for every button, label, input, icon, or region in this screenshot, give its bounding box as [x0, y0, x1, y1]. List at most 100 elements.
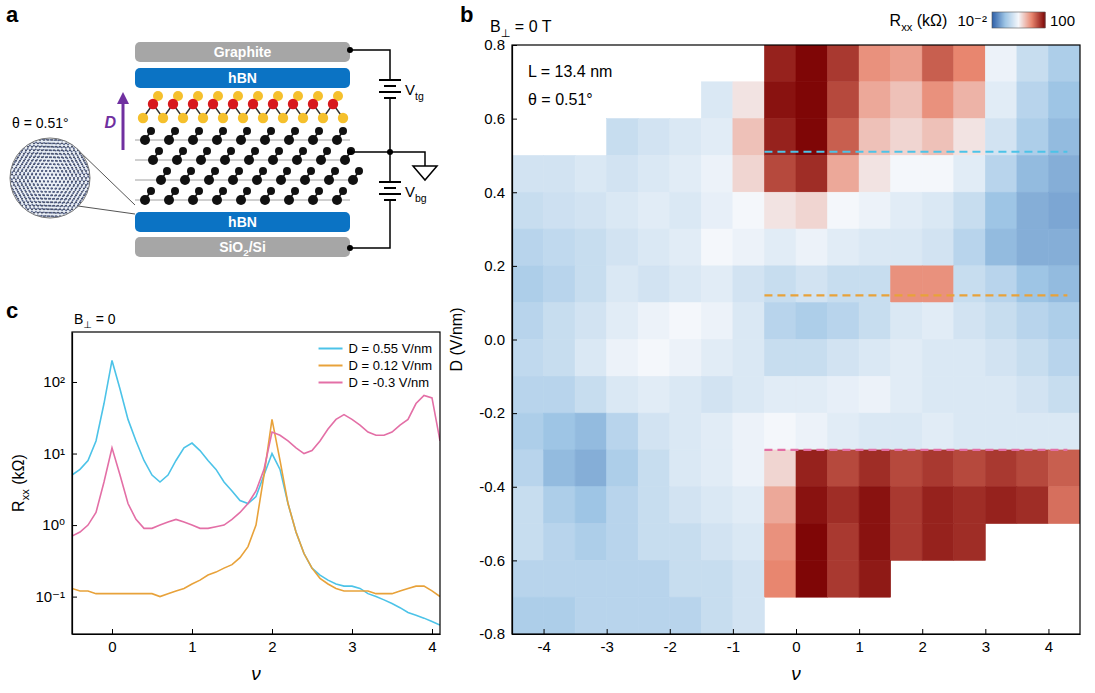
y-axis: 10⁻¹10⁰10¹10²	[35, 333, 77, 635]
lattice-site	[19, 160, 21, 162]
lattice-site	[57, 177, 59, 179]
moire-disk	[10, 138, 90, 218]
tick-mark	[192, 629, 193, 634]
lattice-site	[54, 202, 56, 204]
lattice-site	[42, 201, 44, 203]
lattice-site	[38, 201, 40, 203]
lattice-site	[15, 178, 17, 180]
lattice-site	[18, 161, 20, 163]
colorbar-swatch	[1015, 12, 1017, 28]
panel-label: c	[6, 298, 18, 323]
wire	[350, 152, 425, 166]
atom	[228, 175, 238, 185]
layer	[135, 212, 350, 232]
field-arrow	[122, 98, 125, 150]
lattice-site	[9, 163, 11, 165]
tick-mark	[512, 266, 517, 267]
lattice-site	[11, 178, 13, 180]
atom	[211, 167, 219, 175]
tick: -2	[664, 629, 677, 655]
lattice-site	[80, 162, 82, 164]
lattice-site	[27, 146, 29, 148]
lattice-site	[45, 135, 47, 137]
lattice-site	[65, 142, 67, 144]
lattice-site	[59, 212, 61, 214]
atom	[300, 175, 310, 185]
heatmap-cell	[922, 192, 954, 229]
subscript: tg	[415, 90, 424, 102]
lattice-site	[61, 147, 63, 149]
lattice-site	[49, 215, 51, 217]
tick: 10¹	[43, 445, 77, 462]
lattice-site	[58, 188, 60, 190]
lattice-site	[53, 212, 55, 214]
heatmap-cell	[575, 597, 607, 634]
tick-mark	[1048, 629, 1049, 634]
lattice-site	[39, 167, 41, 169]
lattice-site	[31, 208, 33, 210]
tick: 1	[188, 629, 196, 655]
lattice-site	[82, 165, 84, 167]
colorbar: 10⁻²100Rxx (kΩ)	[890, 12, 1075, 33]
legend-label: D = 0.55 V/nm	[349, 341, 432, 356]
lattice-site	[49, 170, 51, 172]
lattice-site	[57, 149, 59, 151]
lattice-site	[33, 207, 35, 209]
lattice-site	[59, 174, 61, 176]
lattice-site	[31, 211, 33, 213]
lattice-site	[22, 162, 24, 164]
tick-mark	[352, 629, 353, 634]
lattice-site	[69, 171, 71, 173]
lattice-site	[13, 170, 15, 172]
y-axis: -0.8-0.6-0.4-0.20.00.20.40.60.8	[479, 36, 517, 642]
lattice-site	[67, 139, 69, 141]
heatmap-cell	[764, 524, 796, 561]
lattice-site	[23, 203, 25, 205]
lattice-site	[21, 170, 23, 172]
lattice-site	[57, 209, 59, 211]
lattice-site	[63, 187, 65, 189]
lattice-site	[59, 208, 61, 210]
lattice-site	[14, 168, 16, 170]
lattice-site	[81, 172, 83, 174]
lattice-site	[81, 170, 83, 172]
lattice-site	[39, 142, 41, 144]
lattice-site	[61, 163, 63, 165]
lattice-site	[77, 186, 79, 188]
lattice-site	[29, 149, 31, 151]
atom	[328, 99, 338, 109]
heatmap-cell	[512, 303, 544, 340]
lattice-site	[36, 197, 38, 199]
heatmap-cell	[607, 340, 639, 377]
lattice-site	[48, 160, 50, 162]
lattice-site	[43, 204, 45, 206]
lattice-site	[46, 194, 48, 196]
heatmap-cell	[670, 119, 702, 156]
heatmap-cell	[891, 82, 923, 119]
heatmap-cell	[828, 487, 860, 524]
lattice-site	[75, 144, 77, 146]
lattice-site	[90, 166, 92, 168]
lattice-site	[30, 186, 32, 188]
heatmap-cell	[1017, 229, 1049, 266]
lattice-site	[73, 149, 75, 151]
battery-plate	[384, 85, 396, 87]
lattice-site	[77, 172, 79, 174]
lattice-site	[52, 191, 54, 193]
lattice-site	[49, 212, 51, 214]
lattice-site	[77, 156, 79, 158]
lattice-site	[47, 208, 49, 210]
lattice-site	[63, 174, 65, 176]
lattice-site	[21, 184, 23, 186]
lattice-site	[35, 173, 37, 175]
heatmap-cell	[1017, 192, 1049, 229]
heatmap-cell	[1048, 303, 1080, 340]
heatmap-cell	[701, 413, 733, 450]
heatmap-cell	[1017, 155, 1049, 192]
atom	[243, 187, 251, 195]
heatmap-cell	[828, 376, 860, 413]
lattice-site	[73, 156, 75, 158]
lattice-site	[59, 187, 61, 189]
lattice-site	[38, 194, 40, 196]
lattice-site	[31, 139, 33, 141]
